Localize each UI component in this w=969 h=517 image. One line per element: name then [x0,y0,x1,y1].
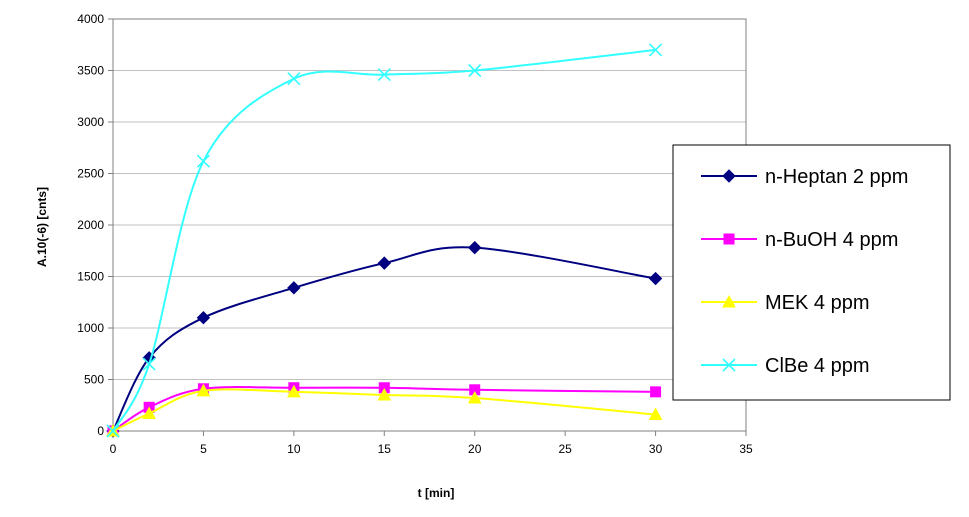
x-tick-label: 25 [558,442,572,456]
data-point [650,386,662,398]
legend-item-clbe-4-ppm: ClBe 4 ppm [701,355,870,377]
y-tick-label: 3000 [77,115,104,129]
data-point [142,406,157,419]
y-tick-label: 1500 [77,270,104,284]
series-line [112,48,656,432]
legend-box [672,144,951,401]
legend-marker [722,358,736,372]
series-mek-4-ppm [106,383,663,437]
data-point [468,240,482,255]
data-point [648,407,663,421]
legend-item-mek-4-ppm: MEK 4 ppm [701,292,869,314]
legend-marker [723,233,735,245]
data-point [377,256,391,270]
data-point [196,154,210,168]
legend: n-Heptan 2 ppm n-BuOH 4 ppm MEK 4 ppm ClBe … [672,144,951,401]
x-tick-label: 20 [468,442,482,456]
series-line [112,246,656,432]
data-point [467,390,482,404]
legend-item-n-heptan-2-ppm: n-Heptan 2 ppm [701,166,908,188]
y-axis-label: A.10(-6) [cnts] [35,187,49,267]
legend-marker [722,169,736,183]
x-tick-label: 15 [378,442,392,456]
series-clbe-4-ppm [106,43,663,438]
x-tick-label: 30 [649,442,663,456]
data-point [648,271,663,286]
legend-item-n-buoh-4-ppm: n-BuOH 4 ppm [701,229,898,251]
data-point [649,43,663,57]
data-point [287,281,301,295]
y-tick-label: 4000 [77,12,104,26]
y-axis: 0 500 1000 1500 2000 2500 3000 3500 4000 [77,12,113,438]
x-axis: 0 5 10 15 20 25 30 35 [110,431,753,456]
series-layer [106,43,663,438]
data-point [287,384,301,398]
x-tick-label: 10 [287,442,301,456]
legend-label: n-BuOH 4 ppm [765,229,898,251]
y-tick-label: 500 [84,373,104,387]
series-line [112,386,656,432]
grid-lines [113,70,746,380]
series-line [112,388,656,432]
data-point [196,310,211,325]
y-tick-label: 0 [97,424,104,438]
legend-marker [722,294,736,308]
data-point [106,424,120,438]
y-tick-label: 1000 [77,321,104,335]
x-tick-label: 35 [739,442,753,456]
legend-label: n-Heptan 2 ppm [765,166,908,188]
legend-label: MEK 4 ppm [765,292,869,314]
data-point [377,387,392,401]
x-tick-label: 0 [110,442,117,456]
y-tick-label: 2500 [77,167,104,181]
legend-label: ClBe 4 ppm [765,355,870,377]
data-point [377,68,391,82]
y-tick-label: 2000 [77,218,104,232]
y-tick-label: 3500 [77,64,104,78]
data-point [142,357,156,371]
x-axis-label: t [min] [418,486,455,500]
data-point [468,63,482,78]
data-point [196,383,211,397]
data-point [287,72,301,86]
x-tick-label: 5 [200,442,207,456]
